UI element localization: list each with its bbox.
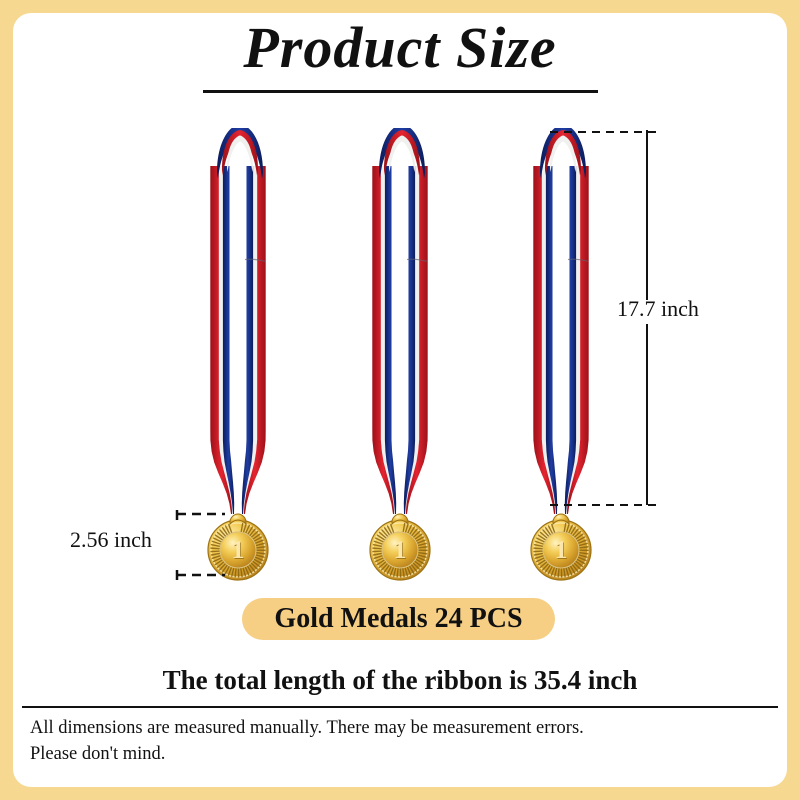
svg-text:1: 1 bbox=[555, 535, 568, 564]
svg-text:1: 1 bbox=[232, 535, 245, 564]
svg-text:1: 1 bbox=[394, 535, 407, 564]
